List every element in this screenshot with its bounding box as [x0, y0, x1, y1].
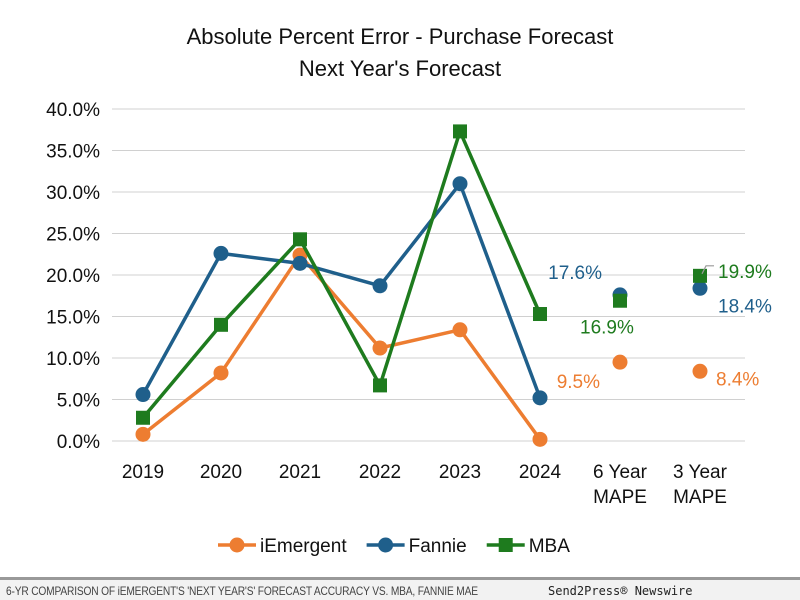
chart: Absolute Percent Error - Purchase Foreca… [46, 24, 772, 557]
mape-point-mba [693, 268, 707, 283]
data-point-mba [136, 410, 150, 425]
mape-point-iemergent [692, 363, 708, 379]
series-line-fannie [141, 181, 542, 399]
data-point-fannie [213, 245, 229, 261]
data-point-mba [533, 307, 547, 322]
data-point-fannie [135, 387, 151, 403]
data-label-iemergent: 9.5% [557, 372, 600, 393]
y-tick-label: 25.0% [46, 225, 100, 246]
x-tick-label: 6 Year [593, 462, 648, 483]
x-tick-label: 2019 [122, 462, 164, 483]
mape-point-fannie [692, 280, 708, 296]
data-label-mba: 16.9% [580, 318, 634, 339]
x-tick-label: 2021 [279, 462, 321, 483]
data-point-mba [453, 124, 467, 139]
data-point-fannie [532, 390, 548, 406]
y-tick-label: 30.0% [46, 183, 100, 204]
y-tick-label: 20.0% [46, 266, 100, 287]
y-tick-label: 35.0% [46, 142, 100, 163]
y-tick-label: 15.0% [46, 308, 100, 329]
legend-label-fannie: Fannie [409, 536, 467, 557]
chart-subtitle: Next Year's Forecast [299, 56, 501, 81]
x-tick-label: 2020 [200, 462, 242, 483]
chart-title: Absolute Percent Error - Purchase Foreca… [187, 24, 614, 49]
series-line-mba [141, 129, 542, 419]
data-label-fannie: 17.6% [548, 263, 602, 284]
y-tick-label: 5.0% [57, 391, 100, 412]
legend-marker-iemergent [229, 537, 245, 553]
data-point-iemergent [452, 322, 468, 338]
x-tick-label: MAPE [673, 487, 727, 508]
y-tick-label: 40.0% [46, 100, 100, 121]
data-label-fannie: 18.4% [718, 296, 772, 317]
data-point-iemergent [213, 365, 229, 381]
mape-point-mba [613, 293, 627, 308]
data-point-mba [293, 232, 307, 247]
legend-label-mba: MBA [529, 536, 571, 557]
data-point-iemergent [135, 426, 151, 442]
data-point-fannie [372, 278, 388, 294]
data-label-mba: 19.9% [718, 262, 772, 283]
x-tick-label: 2022 [359, 462, 401, 483]
x-tick-label: 2024 [519, 462, 562, 483]
data-point-fannie [452, 176, 468, 192]
data-point-mba [373, 378, 387, 393]
data-point-iemergent [532, 431, 548, 447]
legend-marker-fannie [378, 537, 394, 553]
legend-marker-mba [498, 538, 513, 552]
legend-label-iemergent: iEmergent [260, 536, 347, 557]
leader-line [701, 265, 714, 275]
x-tick-label: MAPE [593, 487, 647, 508]
footer-caption: 6-YR COMPARISON OF iEMERGENT'S 'NEXT YEA… [6, 584, 478, 598]
data-point-fannie [292, 255, 308, 271]
mape-point-iemergent [612, 354, 628, 370]
data-point-mba [214, 317, 228, 332]
footer-brand: Send2Press® Newswire [548, 584, 693, 598]
x-tick-label: 3 Year [673, 462, 728, 483]
data-point-iemergent [372, 340, 388, 356]
data-label-iemergent: 8.4% [716, 369, 759, 390]
y-tick-label: 0.0% [57, 432, 100, 453]
footer-bar: 6-YR COMPARISON OF iEMERGENT'S 'NEXT YEA… [0, 577, 800, 600]
x-tick-label: 2023 [439, 462, 481, 483]
series-line-iemergent [141, 253, 542, 441]
y-tick-label: 10.0% [46, 349, 100, 370]
